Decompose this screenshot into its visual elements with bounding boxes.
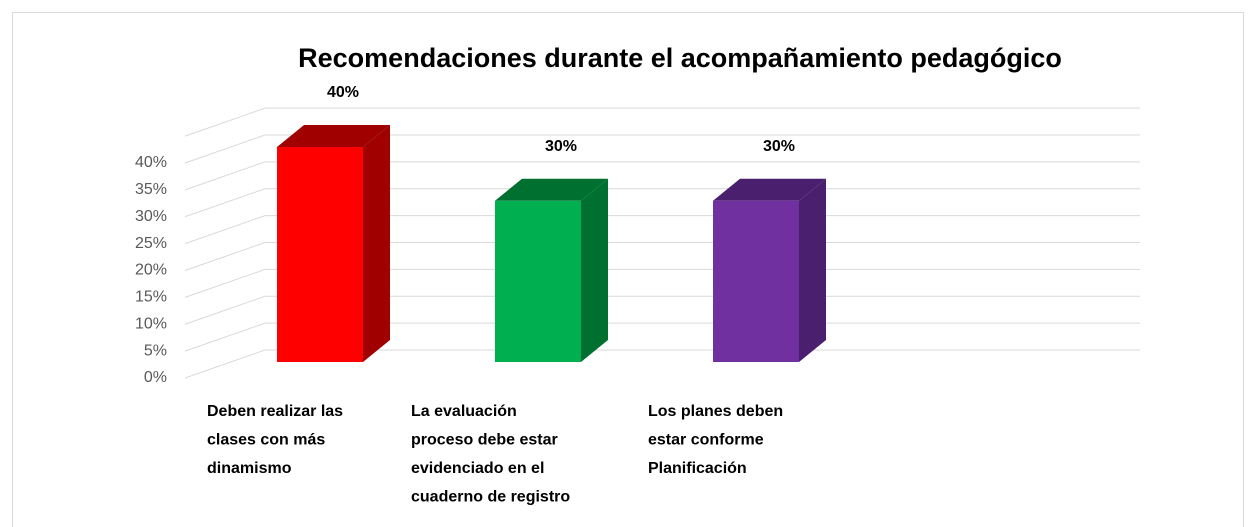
grid-line [184, 188, 1140, 218]
grid-line [184, 349, 1140, 379]
value-label: 30% [763, 138, 795, 155]
value-label: 40% [327, 84, 359, 101]
x-tick-label: Deben realizar las [207, 403, 343, 420]
y-tick-label: 5% [144, 342, 167, 359]
x-tick-label: clases con más [207, 432, 325, 449]
y-tick-label: 35% [135, 181, 167, 198]
bar [277, 125, 390, 362]
grid-line [184, 134, 1140, 164]
grid-line [184, 295, 1140, 325]
bar-side [799, 178, 826, 362]
y-tick-label: 10% [135, 315, 167, 332]
grid-line [184, 161, 1140, 191]
x-tick-label: dinamismo [207, 460, 292, 477]
x-tick-label: Planificación [648, 460, 747, 477]
bar-front [277, 147, 363, 362]
y-tick-label: 0% [144, 369, 167, 386]
x-tick-label: Los planes deben [648, 403, 783, 420]
y-tick-label: 20% [135, 262, 167, 279]
value-label: 30% [545, 138, 577, 155]
x-tick-label: evidenciado en el [411, 460, 544, 477]
y-tick-label: 25% [135, 235, 167, 252]
bar [713, 178, 826, 362]
bar-top [277, 125, 390, 147]
grid-line [184, 215, 1140, 245]
bar-side [581, 178, 608, 362]
bar-top [713, 178, 826, 201]
bar-side [363, 125, 390, 362]
grid-line [184, 322, 1140, 352]
x-tick-label: cuaderno de registro [411, 489, 570, 506]
x-tick-label: proceso debe estar [411, 432, 558, 449]
grid-line [184, 107, 1140, 137]
y-tick-label: 40% [135, 154, 167, 171]
grid-line [184, 242, 1140, 271]
bar [495, 178, 608, 362]
bar-front [495, 200, 581, 362]
x-tick-label: estar conforme [648, 432, 764, 449]
x-tick-label: La evaluación [411, 403, 517, 420]
grid-line [184, 268, 1140, 298]
y-tick-label: 15% [135, 289, 167, 306]
bar-front [713, 200, 799, 362]
bar-top [495, 178, 608, 201]
chart-title: Recomendaciones durante el acompañamient… [298, 43, 1062, 73]
y-tick-label: 30% [135, 208, 167, 225]
